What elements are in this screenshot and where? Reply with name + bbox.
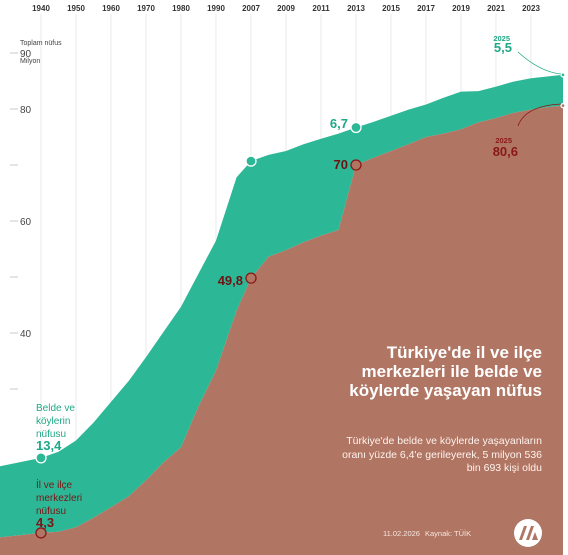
belde-koy-area bbox=[0, 74, 563, 538]
y-axis: 40 60 80 90 Toplam nüfus Milyon bbox=[20, 40, 62, 340]
x-tick-label: 1960 bbox=[102, 4, 120, 13]
x-tick-label: 2013 bbox=[347, 4, 365, 13]
date-text: 11.02.2026 bbox=[383, 529, 420, 538]
x-tick-label: 1950 bbox=[67, 4, 85, 13]
belde-marker-2007 bbox=[245, 155, 257, 167]
belde-marker-2025 bbox=[560, 72, 566, 78]
area-layer bbox=[0, 74, 563, 555]
il-value-2007: 49,8 bbox=[218, 273, 243, 288]
il-marker-1940 bbox=[35, 527, 47, 539]
belde-year-2025: 2025 bbox=[493, 34, 510, 43]
il-series-label: merkezleri bbox=[36, 493, 82, 504]
x-tick-label: 2007 bbox=[242, 4, 260, 13]
x-tick-label: 2017 bbox=[417, 4, 435, 13]
y-tick-label: 90 bbox=[20, 49, 32, 60]
belde-series-label: nüfusu bbox=[36, 429, 66, 440]
belde-value-2013: 6,7 bbox=[330, 116, 348, 131]
aa-logo bbox=[514, 519, 542, 547]
x-axis: 1940 1950 1960 1970 1980 1990 2007 2009 2011 2013… bbox=[32, 4, 540, 13]
il-value-2025: 80,6 bbox=[493, 144, 518, 159]
x-tick-label: 2011 bbox=[312, 4, 330, 13]
belde-series-label: köylerin bbox=[36, 416, 70, 427]
y-tick-label: 60 bbox=[20, 217, 32, 228]
il-year-2025: 2025 bbox=[495, 136, 512, 145]
il-value-1940: 4,3 bbox=[36, 515, 54, 530]
markers bbox=[35, 51, 566, 539]
il-marker-2013 bbox=[350, 159, 362, 171]
il-series-label: İl ve ilçe bbox=[36, 478, 73, 491]
il-ilce-area bbox=[0, 105, 563, 555]
x-tick-label: 2015 bbox=[382, 4, 400, 13]
x-tick-label: 2019 bbox=[452, 4, 470, 13]
x-tick-label: 1970 bbox=[137, 4, 155, 13]
chart-title: Türkiye'de il ve ilçe merkezleri ile bel… bbox=[349, 343, 542, 400]
x-tick-label: 1980 bbox=[172, 4, 190, 13]
il-marker-2007 bbox=[245, 272, 257, 284]
x-tick-label: 2009 bbox=[277, 4, 295, 13]
belde-value-2007: 20,9 bbox=[218, 153, 243, 168]
chart-subtitle: Türkiye'de belde ve köylerde yaşayanları… bbox=[342, 435, 542, 474]
belde-2025-leader bbox=[517, 51, 562, 75]
source-text: Kaynak: TÜİK bbox=[425, 529, 472, 538]
il-value-2013: 70 bbox=[334, 157, 348, 172]
il-series-label: nüfusu bbox=[36, 506, 66, 517]
il-2025-leader bbox=[517, 103, 562, 127]
belde-value-1940: 13,4 bbox=[36, 438, 62, 453]
y-tick-label: 80 bbox=[20, 105, 32, 116]
x-tick-label: 1940 bbox=[32, 4, 50, 13]
belde-marker-1940 bbox=[35, 452, 47, 464]
belde-value-2025: 5,5 bbox=[494, 40, 512, 55]
y-tick-label: 40 bbox=[20, 329, 32, 340]
y-axis-label: Toplam nüfus bbox=[20, 40, 62, 47]
il-marker-2025 bbox=[560, 102, 566, 109]
belde-marker-2013 bbox=[350, 121, 362, 134]
x-tick-label: 2021 bbox=[487, 4, 505, 13]
x-tick-label: 1990 bbox=[207, 4, 225, 13]
x-tick-label: 2023 bbox=[522, 4, 540, 13]
y-axis-unit: Milyon bbox=[20, 58, 40, 65]
belde-series-label: Belde ve bbox=[36, 403, 75, 414]
